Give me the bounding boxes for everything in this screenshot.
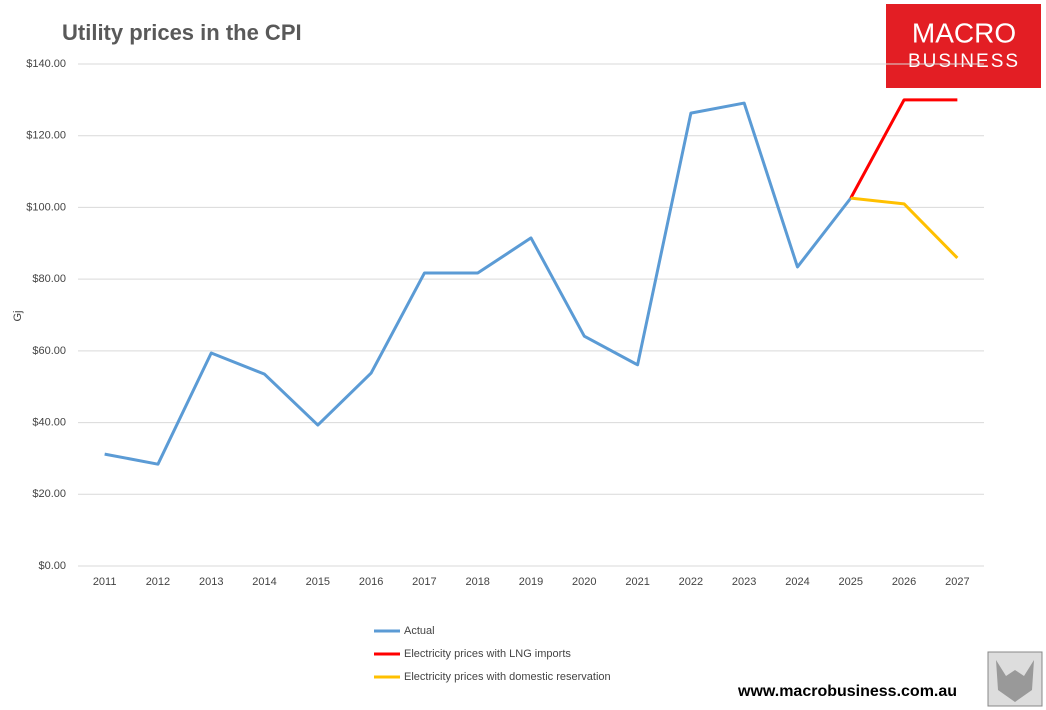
x-tick-label: 2025 bbox=[839, 576, 863, 588]
x-tick-label: 2016 bbox=[359, 576, 383, 588]
x-tick-label: 2021 bbox=[625, 576, 649, 588]
logo-text: BUSINESS bbox=[908, 51, 1020, 72]
logo-text: MACRO bbox=[912, 17, 1016, 48]
y-tick-label: $60.00 bbox=[32, 345, 66, 357]
y-tick-label: $20.00 bbox=[32, 488, 66, 500]
legend-label: Actual bbox=[404, 625, 435, 637]
x-tick-label: 2018 bbox=[465, 576, 489, 588]
y-tick-label: $0.00 bbox=[38, 560, 66, 572]
x-tick-label: 2017 bbox=[412, 576, 436, 588]
x-tick-label: 2014 bbox=[252, 576, 276, 588]
x-tick-label: 2026 bbox=[892, 576, 916, 588]
x-tick-label: 2012 bbox=[146, 576, 170, 588]
line-series bbox=[849, 98, 958, 199]
y-tick-label: $120.00 bbox=[26, 130, 66, 142]
x-tick-label: 2011 bbox=[93, 576, 117, 588]
y-tick-label: $80.00 bbox=[32, 273, 66, 285]
x-tick-label: 2015 bbox=[306, 576, 330, 588]
x-tick-label: 2023 bbox=[732, 576, 756, 588]
y-tick-label: $100.00 bbox=[26, 201, 66, 213]
chart-title: Utility prices in the CPI bbox=[62, 20, 302, 45]
x-tick-label: 2013 bbox=[199, 576, 223, 588]
x-tick-label: 2022 bbox=[679, 576, 703, 588]
x-tick-label: 2024 bbox=[785, 576, 809, 588]
logo-image bbox=[996, 660, 1034, 702]
line-series bbox=[104, 101, 852, 466]
logo-box bbox=[886, 4, 1041, 88]
legend-label: Electricity prices with LNG imports bbox=[404, 648, 571, 660]
website: www.macrobusiness.com.au bbox=[737, 683, 957, 700]
y-axis-label: Gj bbox=[12, 311, 24, 322]
x-tick-label: 2027 bbox=[945, 576, 969, 588]
legend-label: Electricity prices with domestic reserva… bbox=[404, 671, 611, 683]
x-tick-label: 2020 bbox=[572, 576, 596, 588]
y-tick-label: $140.00 bbox=[26, 58, 66, 70]
x-tick-label: 2019 bbox=[519, 576, 543, 588]
y-tick-label: $40.00 bbox=[32, 416, 66, 428]
line-series bbox=[850, 196, 959, 260]
